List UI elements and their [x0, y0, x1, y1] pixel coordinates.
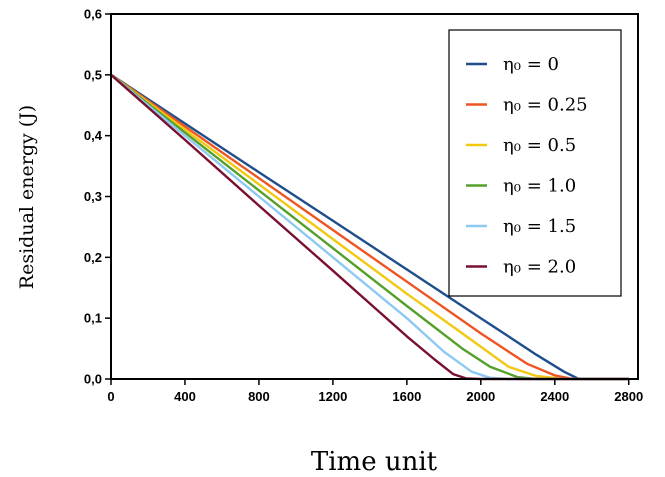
legend-label-2: η₀ = 0.5	[503, 135, 576, 156]
x-tick-label: 400	[174, 389, 196, 404]
y-tick-label: 0,2	[84, 250, 102, 265]
x-tick-label: 2000	[466, 389, 495, 404]
series-line-1	[110, 73, 629, 381]
legend-box	[448, 29, 622, 297]
y-axis-title: Residual energy (J)	[16, 105, 38, 289]
legend-label-4: η₀ = 1.5	[503, 216, 576, 237]
x-tick-label: 1200	[318, 389, 347, 404]
y-tick-label: 0,5	[84, 67, 102, 82]
y-tick-label: 0,6	[84, 7, 102, 22]
y-tick-label: 0,0	[84, 372, 102, 387]
x-tick-label: 0	[107, 389, 114, 404]
x-tick-label: 1600	[392, 389, 421, 404]
legend-label-5: η₀ = 2.0	[503, 257, 576, 278]
series-line-2	[110, 73, 629, 381]
y-tick-label: 0,3	[84, 189, 102, 204]
x-tick-label: 800	[248, 389, 270, 404]
x-tick-label: 2800	[614, 389, 643, 404]
x-axis-title: Time unit	[311, 447, 438, 477]
legend: η₀ = 0 η₀ = 0.25 η₀ = 0.5 η₀ = 1.0 η₀ = 1.5 η…	[448, 29, 622, 297]
legend-label-1: η₀ = 0.25	[503, 95, 588, 116]
y-tick-label: 0,4	[84, 128, 103, 143]
x-tick-label: 2400	[540, 389, 569, 404]
legend-label-3: η₀ = 1.0	[503, 176, 576, 197]
legend-label-0: η₀ = 0	[503, 54, 559, 75]
y-tick-label: 0,1	[84, 311, 102, 326]
series-line-0	[110, 73, 629, 381]
